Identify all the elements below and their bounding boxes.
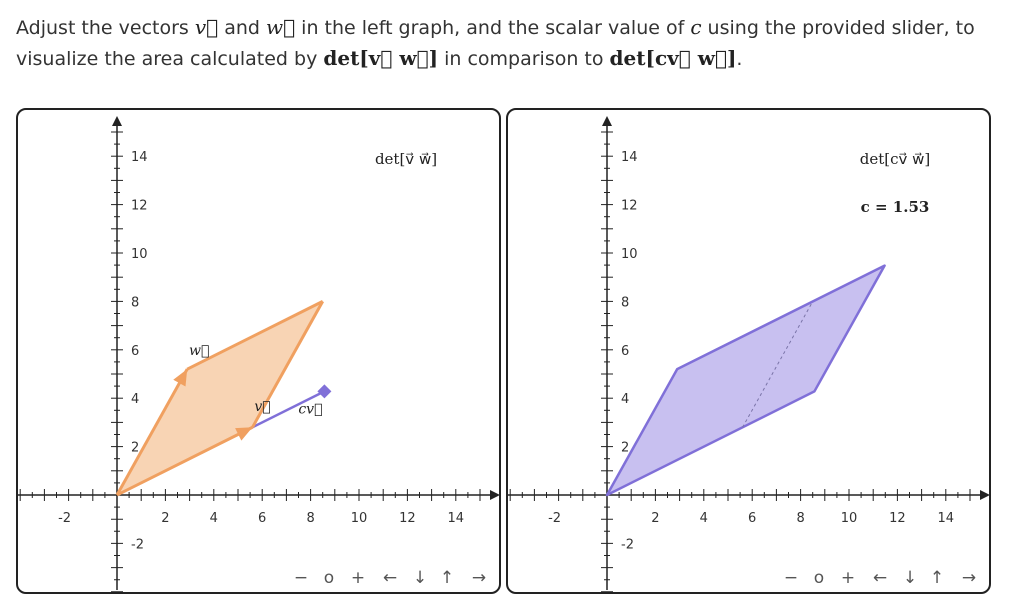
cv-handle[interactable]: [317, 384, 332, 399]
det-cvw-label: det[cv⃗ w⃗]: [860, 150, 931, 168]
y-axis-arrow: [602, 116, 612, 126]
w-symbol: w⃗: [266, 15, 296, 39]
y-tick-label: 10: [131, 247, 148, 262]
x-tick-label: 4: [700, 511, 708, 526]
w-vector: [115, 368, 189, 496]
cv-label: cv⃗: [298, 401, 322, 417]
y-tick-label: 6: [131, 344, 139, 359]
cv-vector: [251, 390, 325, 429]
det-vw-label: det[v⃗ w⃗]: [375, 150, 437, 168]
v-vector: [116, 425, 254, 497]
reset-view-button[interactable]: o: [814, 568, 824, 588]
w-label: w⃗: [189, 343, 209, 359]
x-tick-label: 10: [841, 511, 858, 526]
x-tick-label: 12: [399, 511, 416, 526]
pan-down-button[interactable]: ↓: [413, 568, 427, 588]
x-tick-label: 2: [161, 511, 169, 526]
x-axis-arrow: [980, 490, 989, 500]
right-axes: -2 2 4 6 8 10 12 14 14 12 10 8 6 4 2 -2: [508, 116, 989, 592]
instructions-line-2: visualize the area calculated by det[v⃗ …: [16, 46, 743, 70]
right-graph[interactable]: -2 2 4 6 8 10 12 14 14 12 10 8 6 4 2 -2 det[cv⃗ w⃗] c =…: [506, 108, 991, 594]
y-tick-label: 12: [621, 199, 638, 214]
y-tick-label: 10: [621, 247, 638, 262]
parallelogram-edge: [251, 300, 325, 428]
instructions: Adjust the vectors v⃗ and w⃗ in the left…: [16, 12, 996, 74]
y-tick-label: 6: [621, 344, 629, 359]
y-tick-label: -2: [621, 537, 634, 552]
x-tick-label: 14: [938, 511, 955, 526]
x-tick-label: -2: [58, 511, 71, 526]
pan-up-button[interactable]: ↑: [440, 568, 454, 588]
reset-view-button[interactable]: o: [324, 568, 334, 588]
pan-left-button[interactable]: ←: [383, 568, 397, 588]
y-tick-label: -2: [131, 537, 144, 552]
original-v-boundary: [742, 301, 814, 428]
pan-left-button[interactable]: ←: [873, 568, 887, 588]
x-tick-label: 12: [889, 511, 906, 526]
v-label: v⃗: [254, 399, 270, 415]
x-tick-label: 6: [748, 511, 756, 526]
c-value-readout: c = 1.53: [861, 198, 930, 216]
instructions-line-1: Adjust the vectors v⃗ and w⃗ in the left…: [16, 15, 975, 39]
w-arrowhead[interactable]: [173, 369, 188, 387]
v-w-parallelogram: [117, 301, 323, 495]
det-cvw-expression: det[cv⃗ w⃗]: [609, 46, 737, 70]
y-tick-label: 12: [131, 199, 148, 214]
zoom-in-button[interactable]: +: [841, 568, 855, 588]
y-tick-label: 2: [131, 441, 139, 456]
parallelogram-edge: [186, 300, 324, 371]
left-graph[interactable]: -2 2 4 6 8 10 12 14 14 12 10 8 6 4 2 -2 det[v⃗ w⃗] w⃗ v…: [16, 108, 501, 594]
y-tick-label: 8: [131, 295, 139, 310]
zoom-in-button[interactable]: +: [351, 568, 365, 588]
pan-right-button[interactable]: →: [472, 568, 486, 588]
y-tick-label: 4: [621, 392, 629, 407]
x-tick-label: 8: [306, 511, 314, 526]
x-axis-arrow: [490, 490, 499, 500]
x-tick-label: 10: [351, 511, 368, 526]
pan-up-button[interactable]: ↑: [930, 568, 944, 588]
x-tick-label: 8: [796, 511, 804, 526]
v-symbol: v⃗: [194, 15, 219, 39]
det-vw-expression: det[v⃗ w⃗]: [323, 46, 439, 70]
c-symbol: c: [690, 15, 702, 39]
left-graph-controls: − o + ← ↓ ↑ →: [294, 568, 486, 588]
x-tick-label: -2: [548, 511, 561, 526]
zoom-out-button[interactable]: −: [784, 568, 798, 588]
pan-down-button[interactable]: ↓: [903, 568, 917, 588]
x-tick-label: 2: [651, 511, 659, 526]
left-graph-canvas[interactable]: -2 2 4 6 8 10 12 14 14 12 10 8 6 4 2 -2 det[v⃗ w⃗] w⃗ v…: [18, 110, 501, 594]
x-tick-label: 6: [258, 511, 266, 526]
y-tick-label: 8: [621, 295, 629, 310]
y-tick-label: 2: [621, 441, 629, 456]
y-axis-arrow: [112, 116, 122, 126]
x-tick-label: 14: [448, 511, 465, 526]
v-arrowhead[interactable]: [235, 427, 253, 441]
right-graph-canvas[interactable]: -2 2 4 6 8 10 12 14 14 12 10 8 6 4 2 -2 det[cv⃗ w⃗] c =…: [508, 110, 991, 594]
y-tick-label: 14: [621, 150, 638, 165]
y-tick-label: 14: [131, 150, 148, 165]
pan-right-button[interactable]: →: [962, 568, 976, 588]
right-graph-controls: − o + ← ↓ ↑ →: [784, 568, 976, 588]
zoom-out-button[interactable]: −: [294, 568, 308, 588]
cv-w-parallelogram: [605, 264, 886, 497]
y-tick-label: 4: [131, 392, 139, 407]
x-tick-label: 4: [210, 511, 218, 526]
